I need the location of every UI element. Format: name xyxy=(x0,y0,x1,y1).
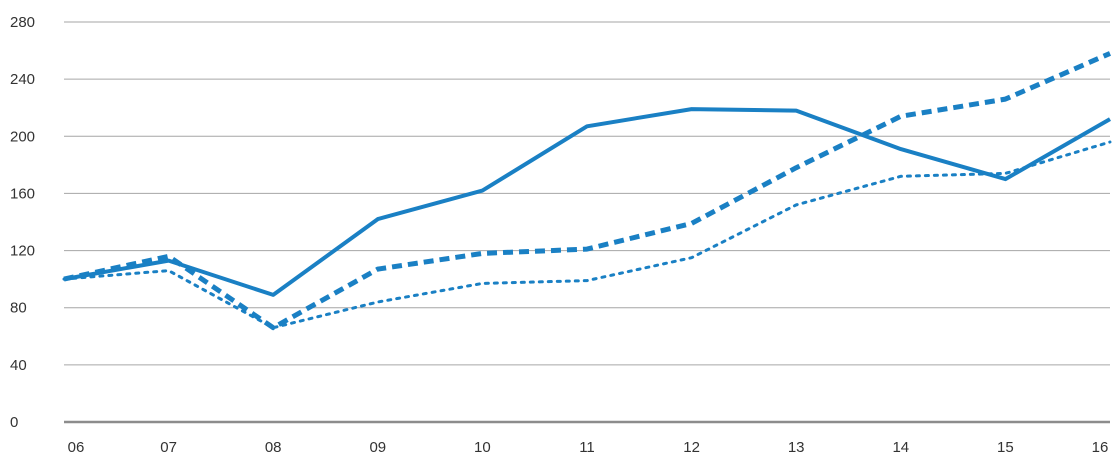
gridlines xyxy=(64,21,1110,366)
series-line-dotted xyxy=(62,140,1112,330)
y-tick-label: 0 xyxy=(10,414,18,431)
y-tick-label: 120 xyxy=(10,243,35,260)
x-tick-label: 12 xyxy=(683,439,700,456)
series-lines xyxy=(62,51,1112,331)
x-tick-label: 10 xyxy=(474,439,491,456)
x-tick-label: 06 xyxy=(68,439,85,456)
y-tick-label: 280 xyxy=(10,14,35,31)
y-tick-label: 160 xyxy=(10,185,35,202)
x-axis-tick-labels: 06 07 08 09 10 11 12 13 14 15 16 xyxy=(68,439,1109,456)
y-tick-label: 40 xyxy=(10,357,27,374)
x-tick-label: 11 xyxy=(579,439,595,456)
x-tick-label: 09 xyxy=(369,439,386,456)
x-tick-label: 16 xyxy=(1092,439,1109,456)
x-tick-label: 08 xyxy=(265,439,282,456)
y-tick-label: 200 xyxy=(10,128,35,145)
y-tick-label: 240 xyxy=(10,71,35,88)
x-tick-label: 13 xyxy=(788,439,805,456)
x-tick-label: 07 xyxy=(160,439,177,456)
y-tick-label: 80 xyxy=(10,300,27,317)
series-line-solid xyxy=(63,107,1111,297)
x-tick-label: 15 xyxy=(997,439,1014,456)
x-tick-label: 14 xyxy=(892,439,909,456)
y-axis-tick-labels: 0 40 80 120 160 200 240 280 xyxy=(10,14,35,431)
series-line-dashed xyxy=(63,51,1112,331)
